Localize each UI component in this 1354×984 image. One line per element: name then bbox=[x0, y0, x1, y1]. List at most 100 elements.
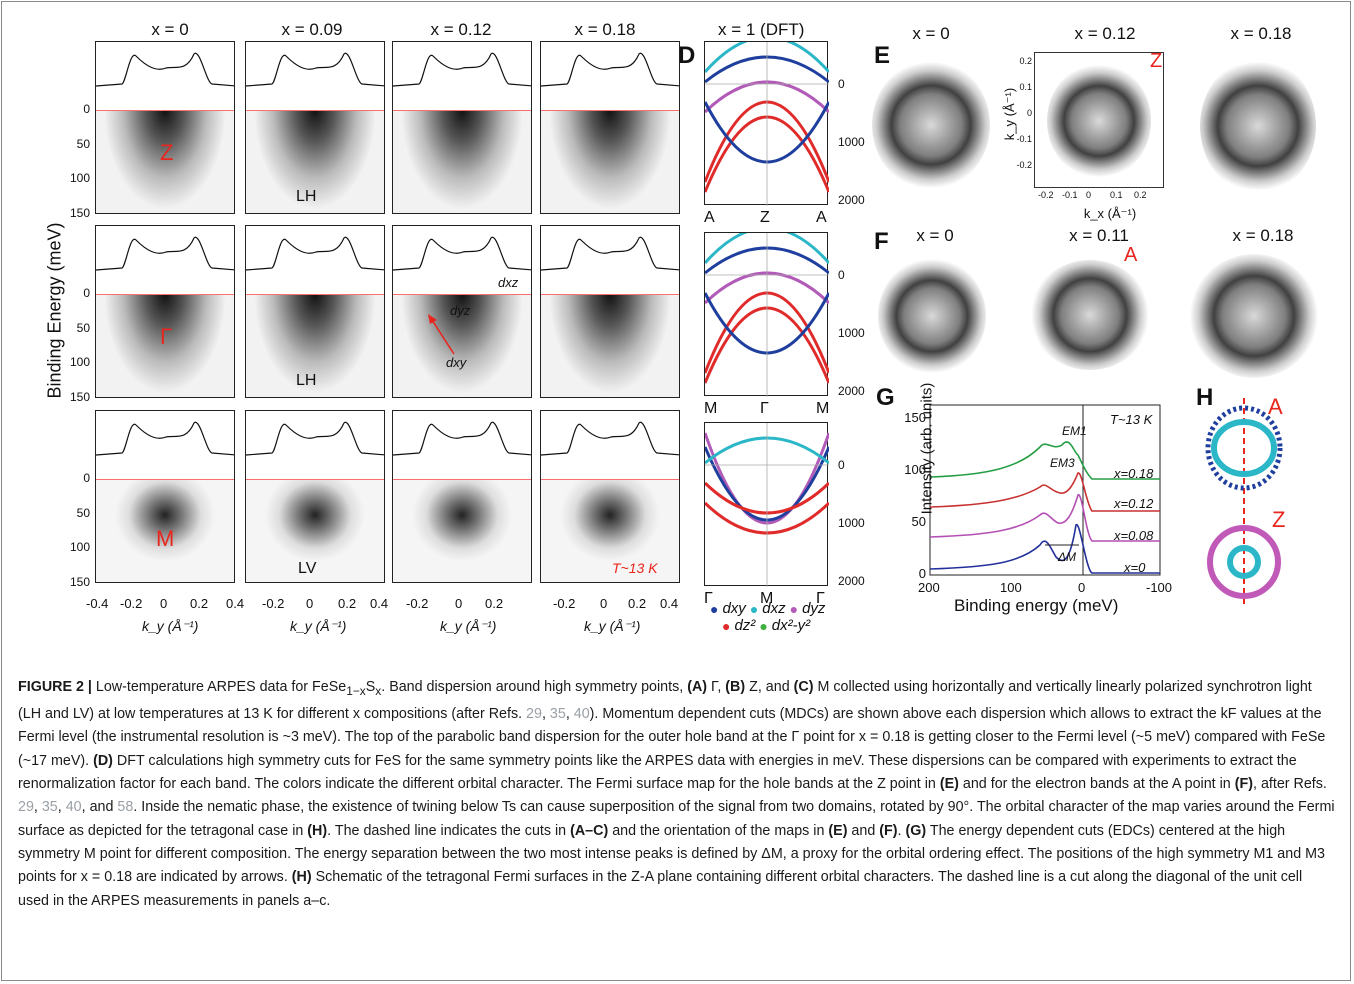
fermi-cut-line bbox=[393, 479, 531, 481]
dispersion-image bbox=[246, 110, 384, 213]
dispersion-image bbox=[96, 110, 234, 213]
x-tick-7: 0.2 bbox=[338, 596, 357, 611]
legend-dx2y2: dx²-y² bbox=[771, 617, 811, 634]
sym-label-z: Z bbox=[160, 140, 174, 165]
mdc-path bbox=[246, 421, 384, 456]
dispersion-image bbox=[541, 110, 679, 213]
mdc-path bbox=[96, 421, 234, 456]
orbital-dxy: dxy bbox=[446, 355, 467, 370]
mdc-curve bbox=[393, 52, 531, 87]
x-tick-11: 0.2 bbox=[485, 596, 504, 611]
mdc-curve bbox=[393, 421, 531, 456]
sym-label-m: M bbox=[156, 526, 175, 551]
panel-letter-h: H bbox=[1196, 384, 1214, 411]
g-curve-label-2: x=0.08 bbox=[1114, 528, 1154, 543]
g-xlabel: Binding energy (meV) bbox=[954, 596, 1119, 615]
g-xtick-0: 200 bbox=[918, 580, 940, 595]
mdc-curve bbox=[246, 421, 384, 456]
e-xtick-3: 0.1 bbox=[1110, 190, 1123, 200]
dft-tick-1-2: 2000 bbox=[838, 384, 865, 398]
arpes-panel-a-2 bbox=[245, 41, 385, 214]
x-tick-2: 0 bbox=[160, 596, 168, 611]
g-temp: T~13 K bbox=[1110, 412, 1153, 427]
g-em1: EM1 bbox=[1062, 424, 1087, 438]
red-arrow bbox=[428, 314, 455, 355]
legend-dz2: dz² bbox=[734, 617, 756, 634]
fermi-cut-line bbox=[541, 110, 679, 112]
dft-legend: ● dxy ● dxz ● dyz ● dz² ● dx²-y² bbox=[710, 600, 830, 634]
x-tick-14: 0.2 bbox=[628, 596, 647, 611]
x-tick-13: 0 bbox=[600, 596, 608, 611]
f-sym-label: A bbox=[1124, 244, 1138, 266]
mdc-path bbox=[96, 52, 234, 87]
dft-tick-0-2: 2000 bbox=[838, 193, 865, 207]
e-title-3: x = 0.18 bbox=[1230, 24, 1292, 43]
f-title-3: x = 0.18 bbox=[1232, 226, 1294, 245]
panel-letter-g: G bbox=[876, 384, 895, 411]
g-chart bbox=[929, 404, 1161, 576]
legend-dot-dx2y2: ● bbox=[759, 617, 768, 634]
dft-tick-2-1: 1000 bbox=[838, 516, 865, 530]
x-tick-3: 0.2 bbox=[190, 596, 209, 611]
mdc-path bbox=[541, 52, 679, 87]
pol-label-b: LH bbox=[296, 372, 317, 389]
ref-link[interactable]: 40 bbox=[573, 706, 590, 723]
arpes-panel-c-4 bbox=[540, 410, 680, 583]
ref-link[interactable]: 58 bbox=[117, 799, 134, 816]
x-tick-0: -0.4 bbox=[86, 596, 109, 611]
legend-dxz: dxz bbox=[762, 600, 786, 617]
e-map-2 bbox=[1047, 63, 1151, 179]
y-tick-a-2: 100 bbox=[69, 171, 90, 186]
mdc-curve bbox=[541, 421, 679, 456]
fermi-cut-line bbox=[393, 110, 531, 112]
e-xtick-2: 0 bbox=[1086, 190, 1092, 200]
dft-tick-0-0: 0 bbox=[838, 77, 845, 91]
panel-letter-f: F bbox=[874, 228, 889, 255]
dft-k-label-0-2: A bbox=[816, 209, 827, 226]
x-tick-15: 0.4 bbox=[660, 596, 679, 611]
panel-letter-e: E bbox=[874, 42, 891, 69]
g-em3: EM3 bbox=[1050, 456, 1075, 470]
f-title-2: x = 0.11 bbox=[1069, 226, 1129, 245]
h-schematic bbox=[1205, 398, 1283, 606]
y-tick-c-0: 0 bbox=[83, 471, 90, 486]
y-tick-a-1: 50 bbox=[76, 136, 90, 151]
dft-tick-1-1: 1000 bbox=[838, 326, 865, 340]
g-ytick-2: 100 bbox=[904, 462, 926, 477]
dft-tick-0-1: 1000 bbox=[838, 135, 865, 149]
e-sym-label: Z bbox=[1150, 50, 1163, 72]
fermi-cut-line bbox=[246, 479, 384, 481]
g-curve-x012 bbox=[929, 472, 1160, 512]
g-plot-frame bbox=[929, 404, 1161, 576]
y-tick-b-3: 150 bbox=[69, 390, 90, 404]
dispersion-image bbox=[246, 294, 384, 397]
h-z-outer bbox=[1207, 525, 1281, 599]
fermi-cut-line bbox=[541, 479, 679, 481]
g-ytick-1: 50 bbox=[911, 514, 926, 529]
g-ylabel: Intensity (arb. units) bbox=[918, 382, 936, 515]
mdc-curve bbox=[541, 236, 679, 271]
ref-link[interactable]: 35 bbox=[549, 706, 566, 723]
dft-panel-3 bbox=[703, 422, 831, 587]
dft-panel-2 bbox=[703, 226, 831, 397]
dft-tick-2-0: 0 bbox=[838, 458, 845, 472]
dft-k-label-1-2: M bbox=[816, 400, 830, 417]
mdc-path bbox=[96, 236, 234, 271]
fermi-cut-line bbox=[96, 479, 234, 481]
ref-link[interactable]: 29 bbox=[18, 799, 34, 816]
col-title-3: x = 0.12 bbox=[430, 20, 492, 39]
x-tick-12: -0.2 bbox=[553, 596, 576, 611]
ref-link[interactable]: 40 bbox=[65, 799, 82, 816]
ref-link[interactable]: 35 bbox=[41, 799, 58, 816]
dft-k-label-1-0: M bbox=[704, 400, 718, 417]
g-curve-label-0: x=0.18 bbox=[1114, 466, 1154, 481]
g-xtick-2: 0 bbox=[1078, 580, 1086, 595]
dispersion-image bbox=[393, 110, 531, 213]
ref-link[interactable]: 29 bbox=[526, 706, 542, 723]
x-tick-1: -0.2 bbox=[120, 596, 143, 611]
g-ytick-0: 0 bbox=[918, 566, 926, 581]
dft-tick-1-0: 0 bbox=[838, 268, 845, 282]
x-axis-label-1: k_y (Å⁻¹) bbox=[290, 618, 347, 634]
pol-label-c: LV bbox=[298, 560, 317, 577]
